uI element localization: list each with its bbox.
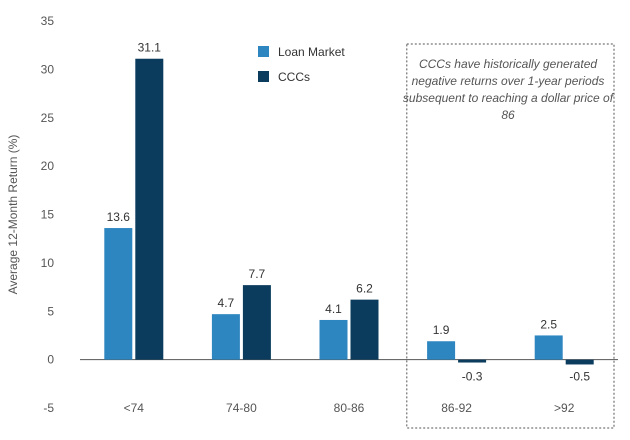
chart-annotation: CCCs have historically generated negativ… — [402, 57, 614, 122]
data-label: 2.5 — [540, 317, 557, 331]
data-label: 4.7 — [218, 296, 235, 310]
y-tick-label: 5 — [47, 304, 54, 318]
data-label: -0.5 — [569, 370, 590, 384]
bar-cccs — [350, 299, 379, 360]
x-tick-label: 86-92 — [441, 401, 472, 415]
legend-swatch-loan-market — [258, 46, 269, 57]
bar-loan-market — [427, 341, 456, 360]
bar-loan-market — [104, 228, 133, 360]
x-tick-label: 80-86 — [334, 401, 365, 415]
legend-swatch-cccs — [258, 71, 269, 82]
data-label: -0.3 — [462, 370, 483, 384]
y-tick-label: 25 — [41, 111, 55, 125]
bar-cccs — [242, 285, 271, 360]
bar-cccs — [458, 359, 487, 363]
data-label: 31.1 — [138, 41, 162, 55]
data-label: 7.7 — [249, 267, 266, 281]
bar-loan-market — [319, 319, 348, 360]
x-tick-label: 74-80 — [226, 401, 257, 415]
x-tick-label: <74 — [124, 401, 145, 415]
y-tick-label: 20 — [41, 159, 55, 173]
legend-label-cccs: CCCs — [278, 70, 310, 84]
y-axis-title: Average 12-Month Return (%) — [6, 135, 20, 295]
y-tick-label: -5 — [43, 401, 54, 415]
bar-loan-market — [534, 335, 563, 360]
x-tick-label: >92 — [554, 401, 575, 415]
legend-label-loan-market: Loan Market — [278, 45, 345, 59]
data-label: 13.6 — [107, 210, 131, 224]
bar-cccs — [135, 58, 164, 360]
data-label: 1.9 — [433, 323, 450, 337]
y-tick-label: 10 — [41, 256, 55, 270]
data-label: 6.2 — [356, 282, 373, 296]
bar-loan-market — [211, 314, 240, 360]
y-tick-label: 15 — [41, 208, 55, 222]
y-tick-label: 30 — [41, 62, 55, 76]
data-label: 4.1 — [325, 302, 342, 316]
bar-cccs — [565, 359, 594, 365]
y-tick-label: 0 — [47, 353, 54, 367]
y-tick-label: 35 — [41, 14, 55, 28]
